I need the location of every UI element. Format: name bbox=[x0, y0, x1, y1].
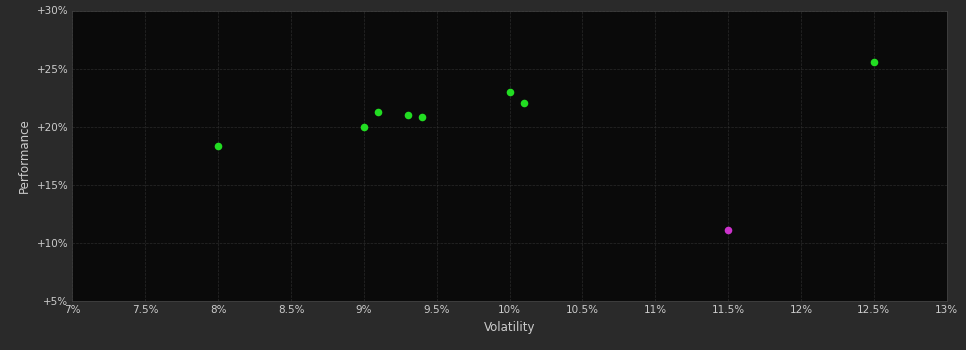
Point bbox=[867, 59, 882, 64]
Y-axis label: Performance: Performance bbox=[18, 118, 31, 193]
Point bbox=[371, 109, 386, 114]
Point bbox=[517, 101, 532, 106]
Point bbox=[211, 144, 226, 149]
Point bbox=[400, 112, 415, 118]
Point bbox=[356, 124, 372, 130]
Point bbox=[721, 227, 736, 233]
Point bbox=[502, 89, 518, 95]
X-axis label: Volatility: Volatility bbox=[484, 321, 535, 334]
Point bbox=[414, 114, 430, 120]
